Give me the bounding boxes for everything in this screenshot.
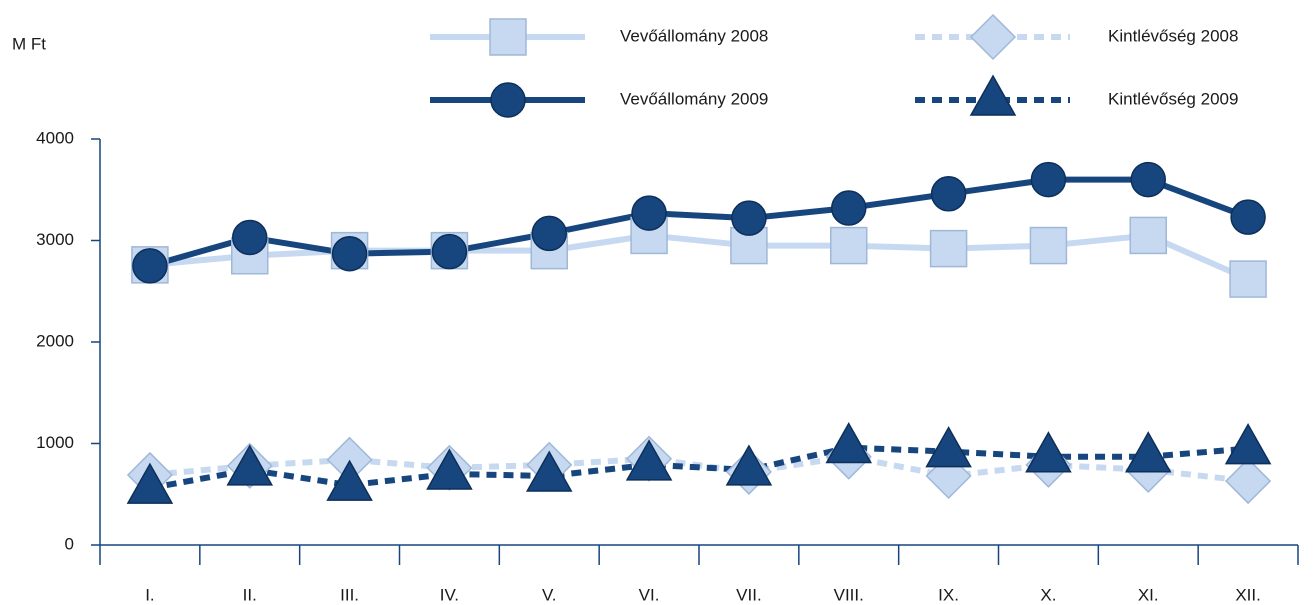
y-tick-label: 1000	[36, 433, 74, 452]
x-tick-label: IV.	[440, 585, 459, 604]
marker	[1029, 226, 1068, 265]
y-tick-label: 2000	[36, 331, 74, 350]
marker	[625, 439, 673, 481]
marker	[930, 176, 967, 212]
marker	[525, 450, 573, 492]
legend-label: Vevőállomány 2009	[620, 89, 768, 108]
legend-label: Vevőállomány 2008	[620, 26, 768, 45]
y-tick-label: 0	[65, 534, 74, 553]
x-tick-label: X.	[1040, 585, 1056, 604]
marker	[490, 82, 526, 118]
x-tick-label: IX.	[938, 585, 959, 604]
marker	[489, 18, 527, 56]
marker	[126, 462, 174, 504]
y-tick-label: 3000	[36, 230, 74, 249]
legend-label: Kintlévőség 2008	[1108, 26, 1238, 45]
marker	[831, 190, 867, 226]
marker	[969, 13, 1017, 61]
x-tick-label: III.	[340, 585, 359, 604]
marker	[1124, 431, 1172, 473]
x-tick-label: II.	[243, 585, 257, 604]
x-tick-label: VIII.	[834, 585, 864, 604]
marker	[969, 74, 1017, 116]
series-line	[149, 444, 1249, 492]
marker	[226, 444, 274, 486]
marker	[925, 426, 972, 468]
x-tick-label: VII.	[736, 585, 762, 604]
y-axis-label: M Ft	[12, 34, 46, 53]
series-line	[149, 232, 1250, 282]
x-tick-label: VI.	[639, 585, 660, 604]
marker	[1130, 161, 1166, 198]
marker	[1129, 216, 1167, 255]
marker	[1025, 431, 1072, 473]
marker	[132, 248, 168, 284]
y-tick-label: 4000	[36, 128, 74, 147]
marker	[326, 459, 373, 501]
marker	[232, 219, 268, 256]
marker	[426, 448, 473, 490]
marker	[725, 444, 773, 486]
marker	[631, 195, 667, 231]
marker	[731, 200, 767, 236]
marker	[1230, 199, 1266, 235]
x-tick-label: XII.	[1235, 585, 1261, 604]
marker	[1229, 260, 1267, 298]
marker	[1225, 457, 1272, 505]
x-tick-label: V.	[542, 585, 557, 604]
marker	[825, 422, 873, 464]
marker	[531, 215, 567, 252]
x-tick-label: I.	[145, 585, 154, 604]
legend-label: Kintlévőség 2009	[1108, 89, 1238, 108]
marker	[830, 226, 868, 265]
marker	[929, 229, 968, 268]
marker	[431, 233, 468, 270]
x-tick-label: XI.	[1138, 585, 1159, 604]
marker	[1224, 423, 1272, 465]
marker	[1030, 161, 1067, 198]
marker	[331, 235, 368, 272]
